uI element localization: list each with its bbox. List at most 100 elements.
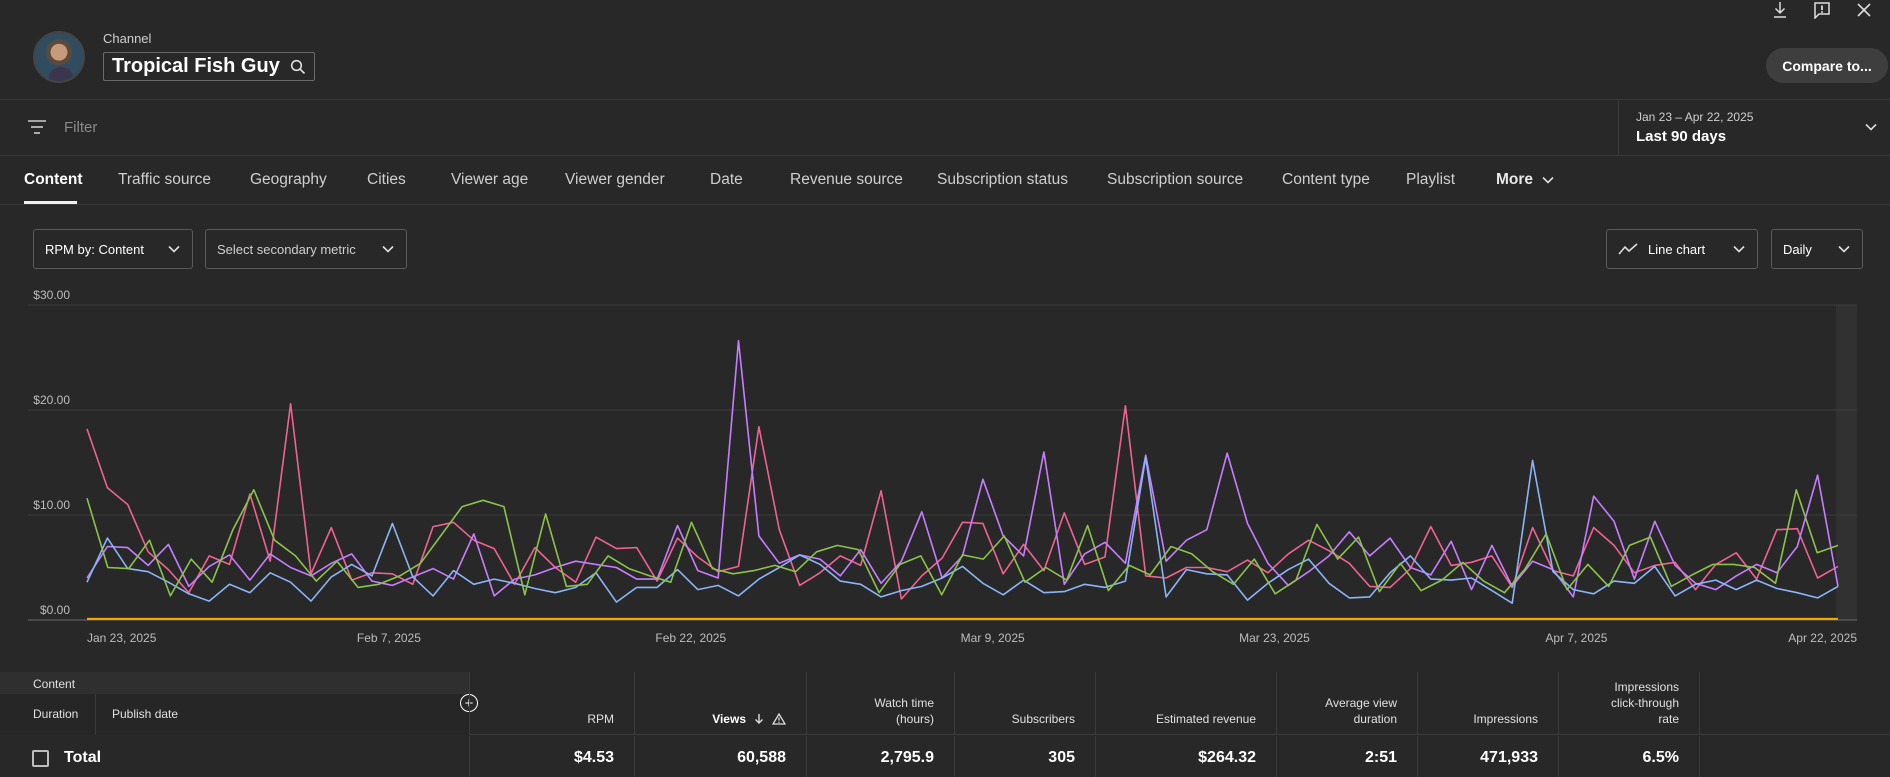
column-header[interactable]: RPM [469, 672, 634, 735]
close-icon[interactable] [1852, 0, 1876, 20]
primary-metric-label: RPM by: Content [45, 241, 144, 257]
secondary-metric-select[interactable]: Select secondary metric [205, 229, 407, 269]
column-title-line: (hours) [895, 712, 934, 726]
search-icon[interactable] [290, 59, 306, 75]
channel-name: Tropical Fish Guy [112, 55, 280, 77]
total-value: $4.53 [573, 749, 614, 766]
x-tick-label: Feb 22, 2025 [655, 631, 726, 645]
column-header[interactable]: Watch time (hours) [806, 672, 954, 735]
dimension-tabs: Content Traffic source Geography Cities … [0, 156, 1890, 205]
total-value: 6.5% [1642, 749, 1679, 766]
total-checkbox[interactable] [32, 750, 49, 767]
chevron-down-icon [382, 245, 394, 253]
compare-button[interactable]: Compare to... [1766, 48, 1888, 83]
series-line-2[interactable] [86, 339, 1839, 598]
tab-traffic-source[interactable]: Traffic source [118, 171, 212, 188]
granularity-label: Daily [1783, 241, 1812, 257]
column-header[interactable]: Impressions click-through rate [1558, 672, 1699, 735]
window-actions [1768, 0, 1890, 20]
column-header[interactable]: Average view duration [1276, 672, 1417, 735]
total-value: 471,933 [1480, 749, 1538, 766]
chevron-down-icon [1542, 176, 1554, 184]
total-cell: 60,588 [634, 736, 806, 777]
chevron-down-icon [1838, 245, 1850, 253]
column-header[interactable]: Views [634, 672, 806, 735]
chart-type-select[interactable]: Line chart [1606, 229, 1758, 269]
tab-subscription-source[interactable]: Subscription source [1107, 171, 1244, 188]
column-title-line: Impressions [1614, 680, 1679, 694]
filter-icon[interactable] [27, 119, 47, 140]
active-tab-indicator [24, 201, 77, 204]
column-title: Watch time (hours) [874, 695, 934, 727]
series-line-1[interactable] [86, 402, 1839, 600]
tab-more[interactable]: More [1496, 171, 1555, 189]
warning-icon[interactable] [772, 713, 786, 725]
column-divider [1699, 672, 1700, 735]
tab-content[interactable]: Content [24, 171, 83, 188]
tab-viewer-age[interactable]: Viewer age [451, 171, 529, 188]
total-cell: 2:51 [1276, 736, 1417, 777]
rpm-line-chart[interactable]: $30.00 $20.00 $10.00 $0.00 Jan 23, 2025 Feb … [0, 290, 1890, 650]
column-title-line: click-through [1610, 696, 1679, 710]
column-title-line: RPM [587, 712, 614, 726]
tab-revenue-source[interactable]: Revenue source [790, 171, 903, 188]
filter-bar: Filter Jan 23 – Apr 22, 2025 Last 90 day… [0, 100, 1890, 156]
publish-date-column-label[interactable]: Publish date [112, 707, 179, 721]
x-tick-label: Mar 9, 2025 [961, 631, 1025, 645]
column-title: Views [712, 711, 786, 727]
y-tick-label: $10.00 [33, 498, 70, 512]
total-cell: $4.53 [469, 736, 634, 777]
column-title-line: Average view [1325, 696, 1397, 710]
y-tick-label: $0.00 [40, 603, 70, 617]
column-title: Impressions [1473, 711, 1538, 727]
filter-input[interactable]: Filter [64, 119, 98, 136]
channel-selector[interactable]: Tropical Fish Guy [103, 52, 315, 81]
x-tick-label: Feb 7, 2025 [357, 631, 421, 645]
total-cell: 2,795.9 [806, 736, 954, 777]
y-tick-label: $30.00 [33, 290, 70, 302]
content-subheader: Duration Publish date [0, 694, 469, 735]
total-value: $264.32 [1198, 749, 1256, 766]
tab-playlist[interactable]: Playlist [1406, 171, 1456, 188]
table-header: Content Duration Publish date + RPM Views… [0, 672, 1890, 735]
column-title: RPM [587, 711, 614, 727]
total-value: 305 [1048, 749, 1075, 766]
x-tick-label: Apr 22, 2025 [1788, 631, 1857, 645]
tab-more-label: More [1496, 171, 1534, 188]
column-title-line: Watch time [874, 696, 934, 710]
channel-avatar[interactable] [33, 31, 85, 83]
x-tick-label: Apr 7, 2025 [1545, 631, 1607, 645]
tab-content-type[interactable]: Content type [1282, 171, 1370, 188]
channel-label: Channel [103, 31, 152, 46]
duration-column-label[interactable]: Duration [33, 707, 79, 721]
tab-geography[interactable]: Geography [250, 171, 327, 188]
total-cell: 6.5% [1558, 736, 1699, 777]
column-title-line: Impressions [1473, 712, 1538, 726]
granularity-select[interactable]: Daily [1771, 229, 1863, 269]
tab-date[interactable]: Date [710, 171, 743, 188]
tab-viewer-gender[interactable]: Viewer gender [565, 171, 665, 188]
tab-subscription-status[interactable]: Subscription status [937, 171, 1068, 188]
total-cell: 305 [954, 736, 1095, 777]
column-title: Average view duration [1325, 695, 1397, 727]
sort-descending-icon[interactable] [754, 713, 764, 725]
primary-metric-select[interactable]: RPM by: Content [33, 229, 193, 269]
download-icon[interactable] [1768, 0, 1792, 20]
tab-cities[interactable]: Cities [367, 171, 406, 188]
line-chart-icon [1618, 243, 1638, 255]
column-title: Estimated revenue [1156, 711, 1256, 727]
total-cell: $264.32 [1095, 736, 1276, 777]
column-title-line: duration [1353, 712, 1397, 726]
date-range-selector[interactable]: Jan 23 – Apr 22, 2025 Last 90 days [1618, 100, 1890, 156]
secondary-metric-label: Select secondary metric [217, 241, 356, 257]
chevron-down-icon [1733, 245, 1745, 253]
chevron-down-icon [1864, 120, 1878, 139]
column-header[interactable]: Subscribers [954, 672, 1095, 735]
series-line-4[interactable] [86, 489, 1839, 597]
column-header[interactable]: Impressions [1417, 672, 1558, 735]
column-header[interactable]: Estimated revenue [1095, 672, 1276, 735]
content-column-label: Content [0, 672, 469, 694]
series-line-3[interactable] [86, 456, 1839, 605]
feedback-icon[interactable] [1810, 0, 1834, 20]
column-title: Subscribers [1012, 711, 1075, 727]
